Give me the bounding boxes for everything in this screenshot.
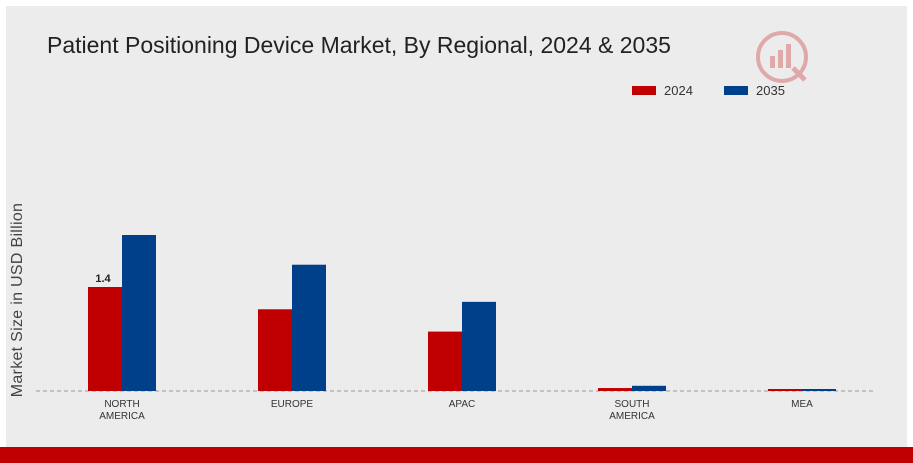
bar-2035-2: [462, 301, 496, 391]
bar-2035-0: [122, 235, 156, 391]
legend-label-2024: 2024: [664, 83, 693, 98]
x-tick-label-0: NORTH AMERICA: [99, 399, 145, 422]
x-tick-label-4: MEA: [791, 399, 813, 410]
bar-2024-4: [768, 389, 802, 391]
x-tick-label-1: EUROPE: [271, 399, 314, 410]
data-label-0: 1.4: [95, 273, 111, 285]
chart-title: Patient Positioning Device Market, By Re…: [47, 32, 671, 58]
bar-2024-1: [258, 309, 292, 391]
legend-label-2035: 2035: [756, 83, 785, 98]
legend-item-2024: 2024: [632, 83, 693, 98]
bar-2024-2: [428, 331, 462, 391]
legend-swatch-2024: [632, 86, 656, 95]
bar-2035-1: [292, 264, 326, 391]
bottom-accent-strip: [0, 447, 913, 463]
legend-swatch-2035: [724, 86, 748, 95]
bar-2035-3: [632, 385, 666, 391]
bar-2024-3: [598, 388, 632, 391]
logo-icon: [756, 31, 808, 83]
x-tick-label-2: APAC: [449, 399, 476, 410]
x-tick-label-3: SOUTH AMERICA: [609, 399, 655, 422]
market-research-logo: [753, 28, 811, 86]
bar-2035-4: [802, 389, 836, 391]
legend-item-2035: 2035: [724, 83, 785, 98]
bar-2024-0: [88, 287, 122, 391]
